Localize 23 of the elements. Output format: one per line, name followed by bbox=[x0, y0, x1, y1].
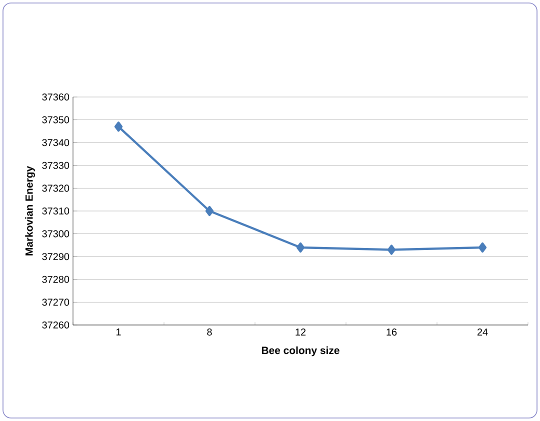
point bbox=[387, 244, 396, 255]
point bbox=[296, 242, 305, 253]
point bbox=[478, 242, 487, 253]
x-tick-label: 16 bbox=[386, 328, 397, 336]
y-tick-label: 37340 bbox=[42, 139, 70, 146]
x-tick-label: 24 bbox=[477, 328, 488, 336]
y-tick-label: 37360 bbox=[42, 93, 70, 101]
y-tick-label: 37280 bbox=[42, 276, 70, 283]
x-tick-label: 12 bbox=[296, 328, 306, 336]
y-tick-label: 37270 bbox=[42, 298, 70, 306]
point bbox=[114, 122, 123, 132]
x-tick-label: 8 bbox=[207, 328, 212, 336]
y-tick-label: 37260 bbox=[42, 321, 70, 329]
point bbox=[205, 206, 214, 216]
y-axis-title: Markovian Energy bbox=[25, 166, 35, 256]
y-tick-label: 37300 bbox=[42, 230, 70, 238]
y-tick-label: 37320 bbox=[42, 184, 70, 192]
y-tick-label: 37330 bbox=[42, 162, 70, 169]
y-tick-label: 37290 bbox=[42, 253, 70, 260]
x-tick-label: 1 bbox=[116, 328, 121, 336]
x-axis-title: Bee colony size bbox=[262, 346, 340, 356]
y-tick-label: 37310 bbox=[42, 207, 70, 215]
y-tick-label: 37350 bbox=[42, 116, 70, 124]
